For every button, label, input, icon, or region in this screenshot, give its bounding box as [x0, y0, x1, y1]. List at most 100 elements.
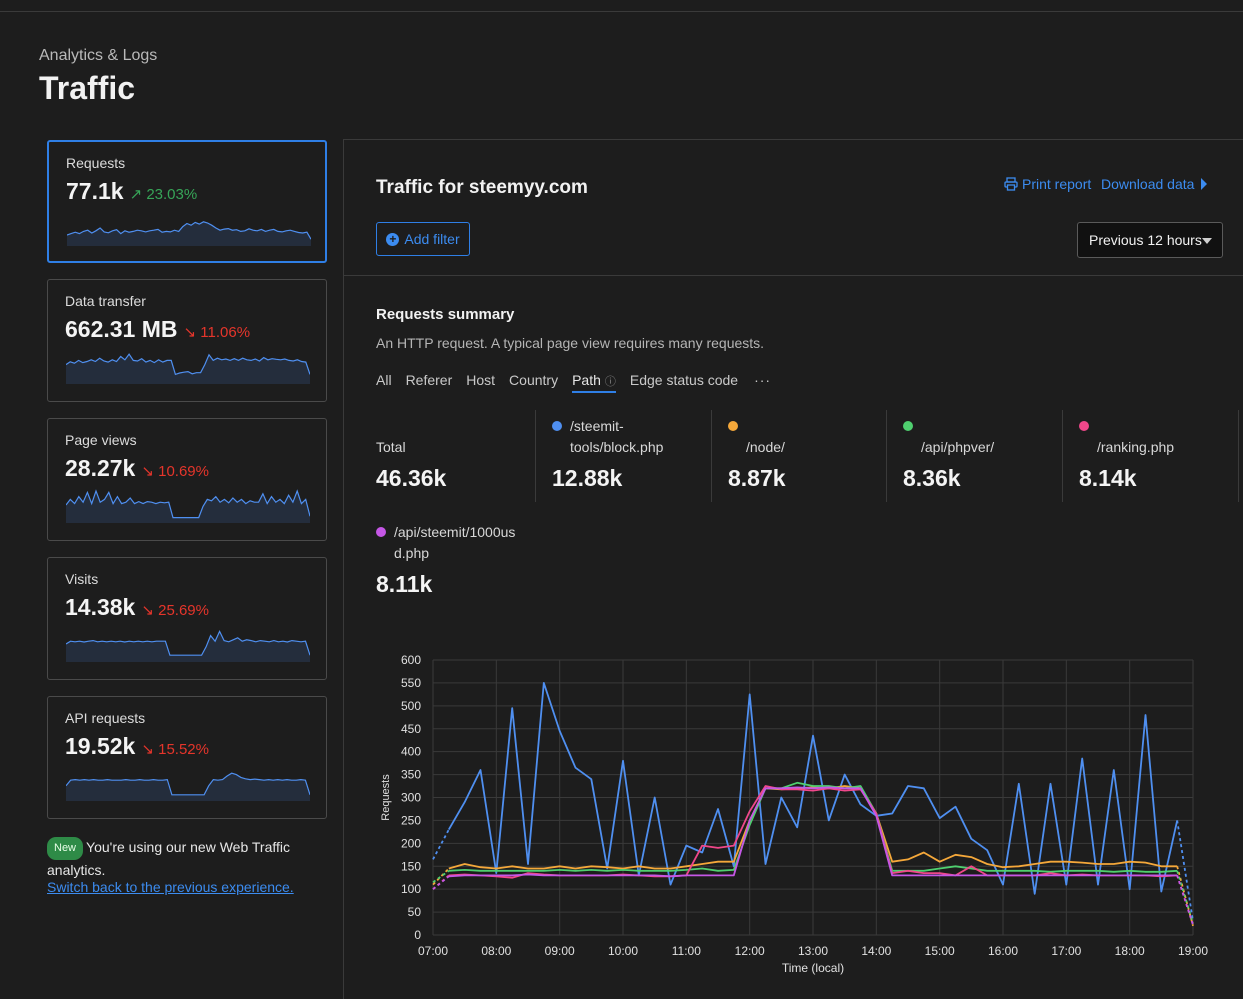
stat-value: 8.11k: [376, 571, 433, 597]
metric-value: 662.31 MB ↘ 11.06%: [65, 316, 251, 342]
stat-divider: [535, 410, 536, 502]
sparkline-area: [66, 354, 310, 384]
metric-value: 28.27k ↘ 10.69%: [65, 455, 209, 481]
x-tick-label: 07:00: [418, 944, 448, 958]
arrow-down-right-icon: ↘: [141, 463, 154, 480]
series-line[interactable]: [448, 682, 1179, 895]
stat-divider: [886, 410, 887, 502]
chevron-down-icon: [1202, 238, 1212, 244]
series-line-dashed: [1176, 875, 1194, 926]
metric-card-page-views[interactable]: Page views 28.27k ↘ 10.69%: [47, 418, 327, 541]
metric-change: ↘ 10.69%: [141, 463, 209, 480]
metric-change: ↗ 23.03%: [129, 186, 198, 203]
time-range-value: Previous 12 hours: [1089, 232, 1202, 248]
stat-path-block-php[interactable]: /steemit-tools/block.php 12.88k: [552, 416, 722, 492]
series-line[interactable]: [448, 781, 1178, 873]
download-data-label: Download data: [1101, 176, 1195, 192]
print-report-link[interactable]: Print report: [1004, 176, 1091, 192]
stat-total: Total 46.36k: [376, 416, 546, 492]
y-tick-label: 200: [401, 836, 421, 850]
stat-value: 8.36k: [903, 465, 961, 491]
x-tick-label: 10:00: [608, 944, 638, 958]
more-options-icon[interactable]: ···: [754, 372, 772, 388]
y-tick-label: 0: [414, 928, 421, 942]
add-filter-button[interactable]: + Add filter: [376, 222, 470, 256]
add-filter-label: Add filter: [404, 231, 460, 247]
series-line-dashed: [432, 829, 450, 860]
stat-path-phpver[interactable]: /api/phpver/ 8.36k: [903, 416, 1073, 492]
stat-divider: [1238, 410, 1239, 502]
legend-dot: [552, 421, 562, 431]
sparkline: [67, 221, 311, 246]
x-tick-label: 16:00: [988, 944, 1018, 958]
legend-dot: [728, 421, 738, 431]
x-tick-label: 19:00: [1178, 944, 1208, 958]
stat-divider: [711, 410, 712, 502]
arrow-down-right-icon: ↘: [183, 324, 197, 341]
metric-change: ↘ 11.06%: [183, 324, 251, 341]
summary-tabs: All Referer Host Country Path ⓘ Edge stat…: [376, 372, 771, 393]
y-tick-label: 500: [401, 699, 421, 713]
stat-path-ranking[interactable]: /ranking.php 8.14k: [1079, 416, 1243, 492]
arrow-up-right-icon: ↗: [129, 186, 143, 203]
series-line-dashed: [1176, 820, 1194, 922]
sparkline: [66, 629, 310, 662]
metric-value: 19.52k ↘ 15.52%: [65, 733, 209, 759]
stat-value: 46.36k: [376, 465, 447, 491]
metric-label: Visits: [65, 571, 99, 587]
series-line-dashed: [432, 867, 450, 886]
breadcrumb[interactable]: Analytics & Logs: [39, 47, 158, 64]
tab-host[interactable]: Host: [466, 372, 496, 388]
sparkline-line: [66, 489, 310, 519]
tab-all[interactable]: All: [376, 372, 392, 388]
tab-path[interactable]: Path ⓘ: [572, 372, 616, 393]
summary-title: Requests summary: [376, 306, 515, 323]
metric-value: 14.38k ↘ 25.69%: [65, 594, 209, 620]
x-tick-label: 12:00: [735, 944, 765, 958]
stat-value: 12.88k: [552, 465, 623, 491]
stat-path-1000usd[interactable]: /api/steemit/1000us d.php 8.11k: [376, 522, 566, 598]
tab-edge-status-code[interactable]: Edge status code: [629, 372, 739, 388]
metric-card-api-requests[interactable]: API requests 19.52k ↘ 15.52%: [47, 696, 327, 819]
metric-card-requests[interactable]: Requests 77.1k ↗ 23.03%: [47, 140, 327, 263]
arrow-down-right-icon: ↘: [141, 602, 154, 619]
panel-title: Traffic for steemyy.com: [376, 177, 588, 198]
legend-dot: [903, 421, 913, 431]
printer-icon: [1004, 177, 1018, 191]
requests-line-chart[interactable]: 0 50 100 150 200 250 300 350 400 450 500 550 600 07:0…: [375, 650, 1215, 980]
y-tick-label: 400: [401, 745, 421, 759]
y-tick-label: 600: [401, 653, 421, 667]
sparkline-line: [66, 772, 310, 796]
tab-country[interactable]: Country: [509, 372, 559, 388]
stat-value: 8.14k: [1079, 465, 1137, 491]
x-tick-label: 13:00: [798, 944, 828, 958]
sparkline: [66, 353, 310, 384]
tab-referer[interactable]: Referer: [405, 372, 453, 388]
metric-change: ↘ 25.69%: [141, 602, 209, 619]
y-tick-label: 550: [401, 676, 421, 690]
new-experience-notice: New You're using our new Web Traffic anal…: [47, 837, 317, 881]
x-axis-label: Time (local): [782, 961, 844, 975]
y-tick-label: 250: [401, 813, 421, 827]
metric-card-data-transfer[interactable]: Data transfer 662.31 MB ↘ 11.06%: [47, 279, 327, 402]
metric-card-visits[interactable]: Visits 14.38k ↘ 25.69%: [47, 557, 327, 680]
top-divider: [0, 11, 1243, 12]
x-tick-label: 09:00: [545, 944, 575, 958]
y-tick-label: 150: [401, 859, 421, 873]
series-line-dashed: [432, 874, 450, 890]
print-report-label: Print report: [1022, 176, 1092, 192]
stat-path-node[interactable]: /node/ 8.87k: [728, 416, 898, 492]
sparkline-line: [66, 629, 310, 656]
y-tick-label: 450: [401, 722, 421, 736]
stat-divider: [1062, 410, 1063, 502]
download-data-link[interactable]: Download data: [1101, 176, 1208, 192]
caret-right-icon: [1201, 178, 1208, 190]
info-icon: ⓘ: [604, 376, 616, 388]
plus-icon: +: [386, 232, 400, 246]
sparkline-area: [66, 773, 310, 801]
switch-back-link[interactable]: Switch back to the previous experience.: [47, 879, 294, 895]
header-divider: [343, 139, 1243, 140]
time-range-select[interactable]: Previous 12 hours: [1077, 222, 1223, 258]
series-line[interactable]: [448, 786, 1178, 878]
x-tick-label: 15:00: [925, 944, 955, 958]
